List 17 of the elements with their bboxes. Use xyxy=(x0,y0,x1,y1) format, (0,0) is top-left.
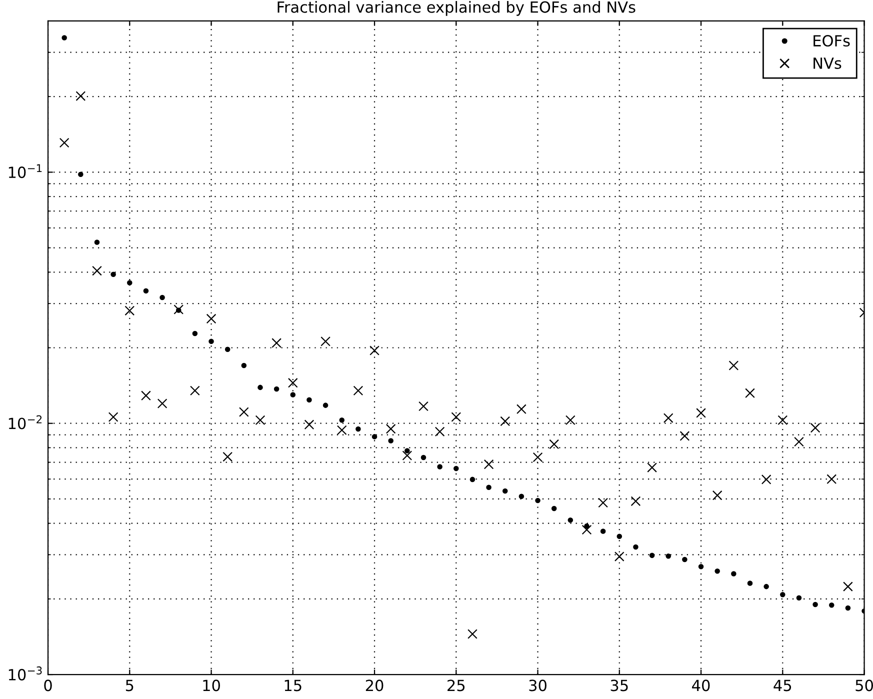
x-tick-label: 45 xyxy=(774,680,792,692)
legend-label: EOFs xyxy=(814,34,850,47)
x-tick-label: 25 xyxy=(448,680,465,692)
x-tick-label: 20 xyxy=(366,680,384,692)
x-tick-label: 0 xyxy=(44,680,52,692)
legend-label: NVs xyxy=(814,58,842,69)
chart-title: Fractional variance explained by EOFs and NVs xyxy=(278,1,636,16)
x-tick-label: 50 xyxy=(856,680,873,692)
y-tick-label: 10$^{−1}$ xyxy=(8,164,42,178)
x-tick-label: 15 xyxy=(284,680,302,692)
x-tick-label: 5 xyxy=(126,680,134,692)
x-tick-label: 40 xyxy=(692,680,710,692)
y-tick-label: 10$^{−2}$ xyxy=(8,415,42,430)
x-tick-label: 10 xyxy=(203,680,220,692)
x-tick-label: 35 xyxy=(610,680,628,692)
x-tick-label: 30 xyxy=(529,680,546,692)
y-tick-label: 10$^{−3}$ xyxy=(8,666,42,680)
